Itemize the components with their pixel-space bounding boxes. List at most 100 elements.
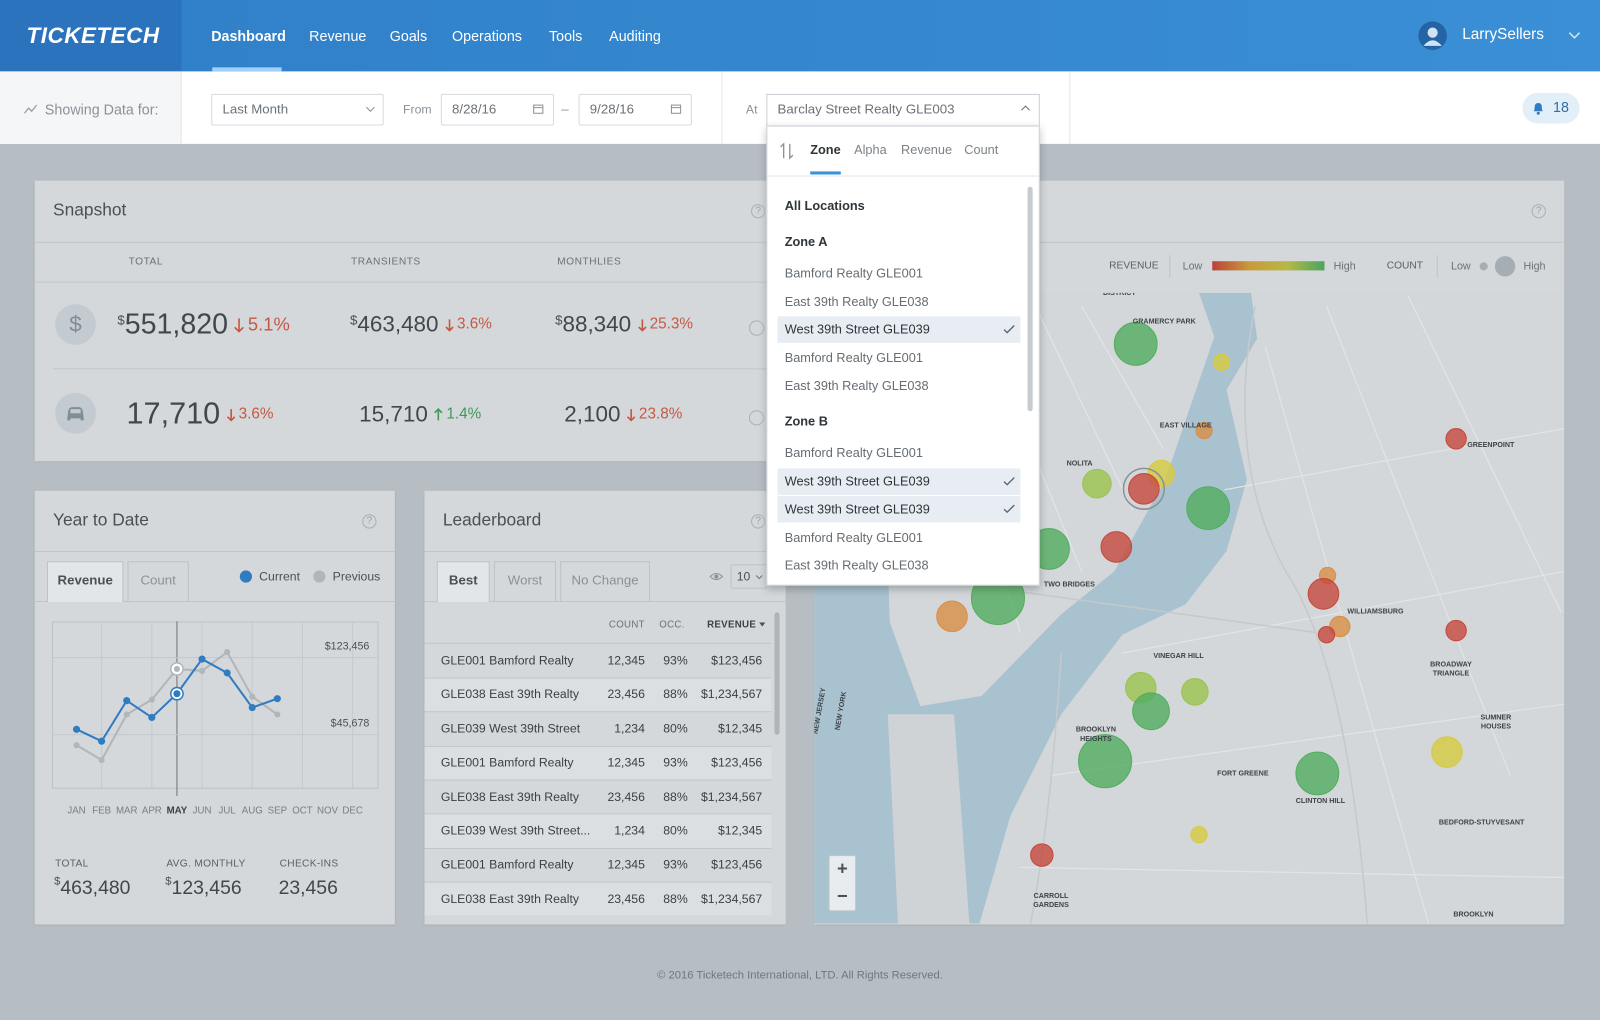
all-locations[interactable]: All Locations <box>784 198 865 214</box>
help-icon[interactable] <box>1531 204 1546 219</box>
user-name[interactable]: LarrySellers <box>1462 25 1544 43</box>
location-marker <box>1082 468 1112 499</box>
location-option[interactable]: West 39th Street GLE039 <box>784 502 930 517</box>
trend-arrow <box>637 318 647 332</box>
tab[interactable] <box>560 561 650 603</box>
page-size: 10 <box>736 569 751 584</box>
column-header: TRANSIENTS <box>351 256 421 268</box>
nav-item[interactable]: Goals <box>389 27 428 44</box>
location-select[interactable] <box>766 93 1040 126</box>
row-name: GLE001 Bamford Realty <box>440 755 574 770</box>
sort-icon[interactable] <box>780 142 794 160</box>
row-cell: $1,234,567 <box>700 789 763 804</box>
sort-tab[interactable]: Zone <box>810 142 841 158</box>
sort-tab[interactable]: Revenue <box>901 142 953 158</box>
location-option[interactable]: East 39th Realty GLE038 <box>784 558 929 573</box>
table-row[interactable] <box>424 881 772 916</box>
avatar[interactable] <box>1418 21 1447 50</box>
table-row[interactable] <box>424 813 772 848</box>
map-label: TWO BRIDGES <box>1044 581 1095 589</box>
nav-item[interactable]: Revenue <box>309 27 367 44</box>
row-name: GLE038 East 39th Realty <box>440 687 579 702</box>
zoom-out[interactable]: − <box>836 885 848 907</box>
legend-label: Previous <box>332 569 381 584</box>
location-option[interactable]: Bamford Realty GLE001 <box>784 266 923 281</box>
row-name: GLE001 Bamford Realty <box>440 653 574 668</box>
kpi-value: 15,710 <box>359 401 428 427</box>
snapshot-title: Snapshot <box>53 199 127 220</box>
map-label: GRAMERCY PARK <box>1133 317 1197 325</box>
from-label: From <box>403 102 432 117</box>
notification-pill[interactable] <box>1522 92 1580 124</box>
location-option[interactable]: West 39th Street GLE039 <box>784 322 930 337</box>
legend-title: REVENUE <box>1109 260 1159 272</box>
kpi-value: 551,820 <box>124 308 229 340</box>
table-row[interactable] <box>424 745 772 780</box>
map-label: GARDENS <box>1033 901 1069 909</box>
table-row[interactable] <box>424 779 772 813</box>
legend-high: High <box>1333 260 1356 273</box>
chevron-up <box>1021 105 1030 111</box>
from-date[interactable] <box>440 93 555 126</box>
map-label: HEIGHTS <box>1080 735 1112 743</box>
location-option[interactable]: Bamford Realty GLE001 <box>784 350 923 365</box>
map-label: WILLIAMSBURG <box>1347 607 1404 615</box>
kpi-value: 463,480 <box>357 311 439 337</box>
kpi-change: 5.1% <box>247 314 290 335</box>
arrow-path <box>627 408 636 421</box>
expand-icon[interactable] <box>748 320 765 336</box>
zoom-in[interactable]: + <box>836 858 848 879</box>
trend-arrow <box>226 408 236 421</box>
help-icon[interactable] <box>362 514 377 529</box>
location-option[interactable]: West 39th Street GLE039 <box>784 473 930 489</box>
user-chevron[interactable] <box>1568 31 1581 41</box>
zoom-control <box>828 855 857 912</box>
help-icon[interactable] <box>751 514 766 529</box>
sort-arrows <box>780 142 794 160</box>
column-header: COUNT <box>608 619 645 631</box>
row-cell: 1,234 <box>614 823 645 838</box>
map-label: GREENPOINT <box>1467 441 1515 449</box>
logo[interactable]: TICKETECH <box>26 22 160 48</box>
kpi: 2,100 23.8% <box>555 394 682 435</box>
sort-tab[interactable]: Alpha <box>854 142 887 158</box>
kpi-change: 3.6% <box>456 315 492 333</box>
calendar-icon <box>533 104 544 114</box>
tab[interactable] <box>127 561 189 603</box>
sort-tab[interactable]: Count <box>964 142 999 158</box>
nav-item[interactable]: Auditing <box>609 27 661 44</box>
to-date[interactable] <box>578 93 692 126</box>
location-option[interactable]: East 39th Realty GLE038 <box>784 378 929 393</box>
nav-item[interactable]: Tools <box>548 27 583 44</box>
tab[interactable] <box>493 561 557 603</box>
revenue-gradient <box>1212 261 1325 271</box>
stat: 23,456 <box>279 876 338 903</box>
bell-icon <box>1533 103 1543 115</box>
check-icon <box>1003 476 1015 486</box>
table-row[interactable] <box>424 711 772 745</box>
location-marker <box>936 600 968 633</box>
legend-dot <box>239 570 253 583</box>
column-header: OCC. <box>659 619 685 631</box>
location-option[interactable]: Bamford Realty GLE001 <box>784 530 923 545</box>
map[interactable]: DISTRICT GRAMERCY PARK EAST VILLAGE GREENPO… <box>814 292 1565 924</box>
row-cell: $123,456 <box>711 653 763 668</box>
nav-item[interactable]: Operations <box>452 27 522 44</box>
table-row[interactable] <box>424 677 772 712</box>
location-option[interactable]: Bamford Realty GLE001 <box>784 445 923 461</box>
sort-arrow <box>759 622 766 627</box>
table-row[interactable] <box>424 643 772 677</box>
row-name: GLE001 Bamford Realty <box>440 857 574 872</box>
tab[interactable] <box>436 561 490 603</box>
table-row[interactable] <box>424 847 772 882</box>
tab[interactable] <box>46 561 124 603</box>
location-option[interactable]: East 39th Realty GLE038 <box>784 294 929 309</box>
check <box>1003 504 1015 514</box>
period-select[interactable] <box>211 93 384 126</box>
separator <box>53 368 768 370</box>
location-marker <box>1100 531 1133 563</box>
ytd-title: Year to Date <box>53 510 149 530</box>
help-icon[interactable] <box>751 204 766 219</box>
nav-item[interactable]: Dashboard <box>211 27 286 44</box>
expand-icon[interactable] <box>748 410 765 426</box>
